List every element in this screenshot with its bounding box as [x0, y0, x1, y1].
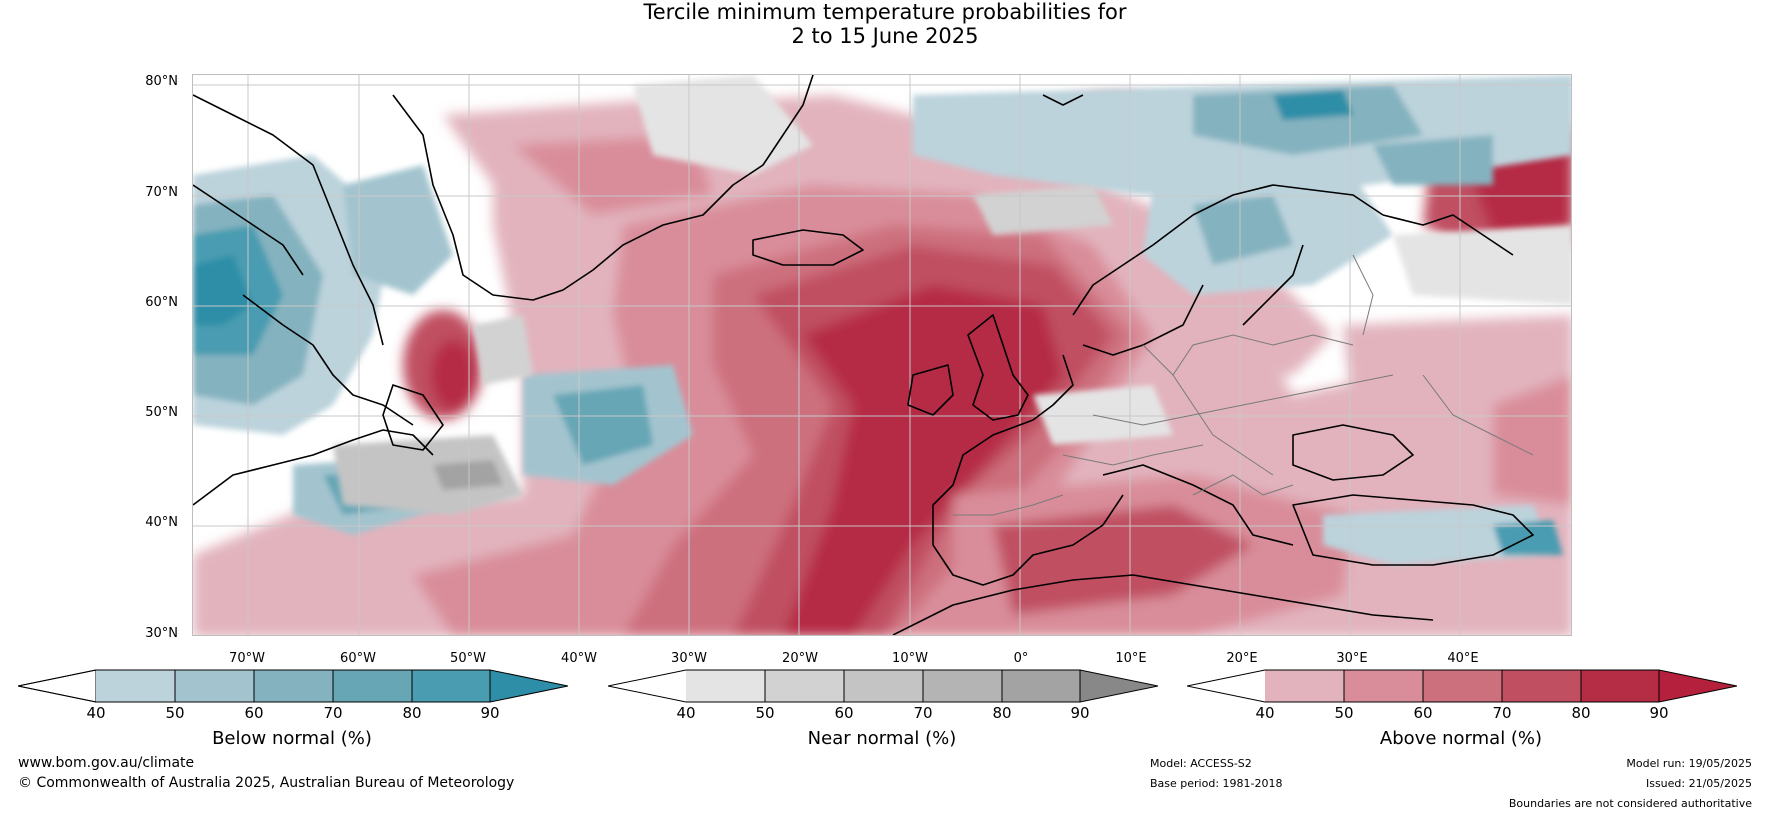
colorbar-above-normal-graphic: [1186, 669, 1738, 703]
lon-label-20w: 20°W: [782, 651, 818, 666]
colorbar-near-normal: [607, 668, 1159, 704]
colorbar-above-tick-60: 60: [1413, 704, 1433, 722]
colorbar-above-swatch-5: [1581, 670, 1659, 702]
colorbar-above-extend-low: [1187, 670, 1265, 702]
colorbar-near-swatch-4: [923, 670, 1002, 702]
lon-label-20e: 20°E: [1226, 651, 1258, 666]
lon-label-0: 0°: [1013, 651, 1029, 666]
lat-label-60n: 60°N: [145, 295, 178, 310]
lon-label-40w: 40°W: [561, 651, 597, 666]
colorbar-below-tick-40: 40: [86, 704, 106, 722]
lat-label-40n: 40°N: [145, 515, 178, 530]
colorbar-above-tick-50: 50: [1334, 704, 1354, 722]
lon-label-50w: 50°W: [450, 651, 486, 666]
lon-label-70w: 70°W: [229, 651, 265, 666]
lon-label-40e: 40°E: [1447, 651, 1479, 666]
colorbar-above-tick-70: 70: [1492, 704, 1512, 722]
footer-disclaimer: Boundaries are not considered authoritat…: [1508, 797, 1752, 810]
colorbar-below-swatch-2: [175, 670, 254, 702]
colorbar-near-tick-70: 70: [913, 704, 933, 722]
colorbar-below-tick-70: 70: [323, 704, 343, 722]
lat-label-50n: 50°N: [145, 405, 178, 420]
lat-label-30n: 30°N: [145, 626, 178, 641]
colorbar-above-tick-80: 80: [1571, 704, 1591, 722]
colorbar-above-swatch-4: [1502, 670, 1581, 702]
footer-base-period: Base period: 1981-2018: [1150, 777, 1283, 790]
colorbar-below-extend-high: [490, 670, 568, 702]
near-normal-fields: [333, 75, 1571, 515]
below-normal-fields: [193, 75, 1571, 565]
title-line-1: Tercile minimum temperature probabilitie…: [643, 0, 1127, 24]
probability-fields: [193, 95, 1571, 635]
colorbar-above-swatch-2: [1344, 670, 1423, 702]
footer-model: Model: ACCESS-S2: [1150, 757, 1252, 770]
lat-label-70n: 70°N: [145, 185, 178, 200]
colorbar-below-normal: [17, 668, 569, 704]
colorbar-near-tick-60: 60: [834, 704, 854, 722]
colorbar-below-swatch-5: [412, 670, 490, 702]
colorbar-near-extend-low: [608, 670, 686, 702]
footer-website: www.bom.gov.au/climate: [18, 755, 195, 771]
colorbar-near-label: Near normal (%): [807, 728, 957, 749]
colorbar-above-tick-90: 90: [1649, 704, 1669, 722]
country-borders: [953, 254, 1534, 516]
map-title: Tercile minimum temperature probabilitie…: [0, 0, 1770, 48]
colorbar-below-swatch-3: [254, 670, 333, 702]
title-line-2: 2 to 15 June 2025: [791, 24, 979, 48]
colorbar-below-tick-50: 50: [165, 704, 185, 722]
colorbar-below-label: Below normal (%): [212, 728, 372, 749]
footer-issued: Issued: 21/05/2025: [1645, 777, 1752, 790]
colorbar-below-tick-90: 90: [480, 704, 500, 722]
map-gridlines: [193, 75, 1571, 635]
colorbar-below-swatch-1: [96, 670, 175, 702]
colorbar-near-swatch-1: [686, 670, 765, 702]
colorbar-below-swatch-4: [333, 670, 412, 702]
colorbar-near-swatch-5: [1002, 670, 1080, 702]
colorbar-near-tick-40: 40: [676, 704, 696, 722]
probability-map: [192, 74, 1572, 636]
colorbar-near-swatch-2: [765, 670, 844, 702]
colorbar-below-extend-low: [17, 669, 97, 703]
colorbar-above-tick-40: 40: [1255, 704, 1275, 722]
coastlines: [193, 75, 1534, 635]
footer-model-run: Model run: 19/05/2025: [1626, 757, 1752, 770]
colorbar-near-normal-graphic: [607, 669, 1159, 703]
colorbar-above-extend-high: [1659, 670, 1737, 702]
colorbar-above-normal: [1186, 668, 1738, 704]
colorbar-near-swatch-3: [844, 670, 923, 702]
colorbar-near-tick-50: 50: [755, 704, 775, 722]
colorbar-above-label: Above normal (%): [1379, 728, 1543, 749]
lon-label-10w: 10°W: [892, 651, 928, 666]
footer-copyright: © Commonwealth of Australia 2025, Austra…: [18, 775, 515, 791]
colorbar-above-swatch-3: [1423, 670, 1502, 702]
colorbar-below-tick-80: 80: [402, 704, 422, 722]
colorbar-near-tick-80: 80: [992, 704, 1012, 722]
lon-label-10e: 10°E: [1115, 651, 1147, 666]
map-canvas: [193, 75, 1571, 635]
lon-label-60w: 60°W: [340, 651, 376, 666]
colorbar-near-extend-high: [1080, 670, 1158, 702]
lon-label-30w: 30°W: [671, 651, 707, 666]
colorbar-near-tick-90: 90: [1070, 704, 1090, 722]
colorbar-below-normal-graphic: [17, 669, 569, 703]
colorbar-below-tick-60: 60: [244, 704, 264, 722]
colorbar-above-swatch-1: [1265, 670, 1344, 702]
lon-label-30e: 30°E: [1336, 651, 1368, 666]
lat-label-80n: 80°N: [145, 74, 178, 89]
